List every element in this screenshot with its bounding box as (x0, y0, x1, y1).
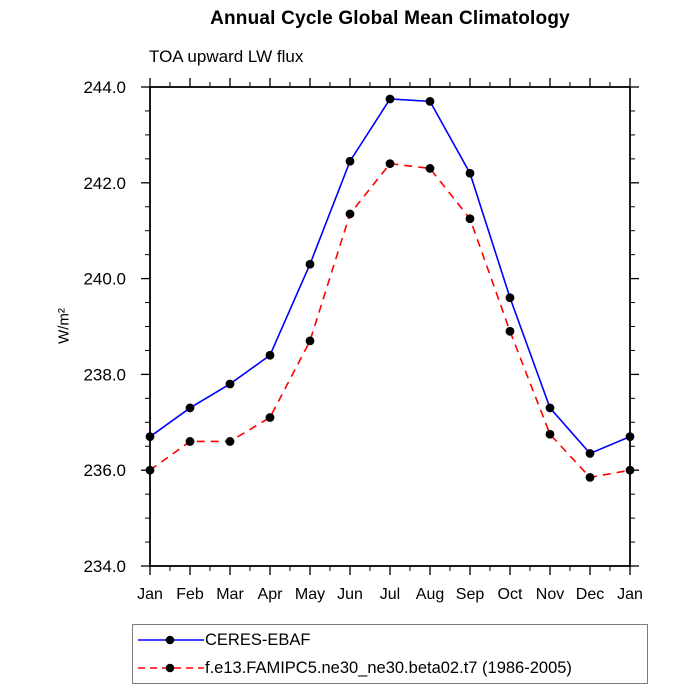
data-point-marker (465, 168, 475, 178)
x-tick-label: Mar (216, 586, 244, 603)
data-point-marker (385, 94, 395, 104)
x-axis: Jan Feb Mar Apr May Jun Jul Aug Sep Oct Nov Dec Jan (137, 78, 643, 603)
x-tick-label: Nov (536, 586, 564, 603)
data-point-marker (505, 293, 515, 303)
data-point-marker (185, 437, 195, 446)
y-tick-label: 242.0 (83, 174, 126, 193)
y-tick-label: 236.0 (83, 461, 126, 480)
data-point-marker (585, 449, 595, 458)
data-point-marker (465, 214, 475, 224)
x-tick-label: Aug (416, 586, 444, 603)
legend-line-sample-solid (138, 635, 204, 645)
legend-row-model: f.e13.FAMIPC5.ne30_ne30.beta02.t7 (1986-… (137, 655, 647, 681)
x-tick-label: May (295, 586, 325, 603)
legend-row-ceres-ebaf: CERES-EBAF (137, 627, 647, 653)
chart-subtitle: TOA upward LW flux (149, 47, 304, 66)
data-point-marker (225, 379, 235, 389)
data-point-marker (625, 432, 635, 442)
data-point-marker (265, 350, 275, 360)
x-tick-label: Oct (498, 586, 523, 603)
legend-marker-dot (165, 635, 175, 645)
data-point-marker (425, 96, 435, 106)
series-model (145, 159, 635, 482)
y-tick-label: 240.0 (83, 270, 126, 289)
x-tick-label: Jan (617, 586, 643, 603)
x-tick-label: Dec (576, 586, 604, 603)
data-point-marker (225, 437, 235, 446)
data-point-marker (545, 403, 555, 413)
data-point-marker (145, 465, 155, 475)
series-line (149, 98, 631, 455)
plot-frame (149, 86, 631, 567)
x-tick-label: Sep (456, 586, 485, 603)
x-tick-label: Jul (380, 586, 400, 603)
data-point-marker (385, 159, 395, 169)
series-ceres-ebaf (145, 94, 635, 458)
data-point-marker (145, 432, 155, 442)
legend-label-ceres-ebaf: CERES-EBAF (205, 630, 311, 649)
y-axis: 234.0 236.0 238.0 240.0 242.0 244.0 (83, 78, 639, 576)
data-point-marker (305, 259, 315, 269)
data-point-marker (345, 209, 355, 219)
data-point-marker (545, 429, 555, 439)
data-point-marker (305, 336, 315, 346)
series-line (149, 162, 631, 479)
data-point-marker (185, 403, 195, 413)
y-tick-label: 234.0 (83, 557, 126, 576)
legend-line-sample-dashed (138, 663, 204, 673)
y-tick-label: 244.0 (83, 78, 126, 97)
legend: CERES-EBAF f.e13.FAMIPC5.ne30_ne30.beta0… (132, 624, 648, 684)
data-point-marker (505, 326, 515, 336)
y-tick-label: 238.0 (83, 365, 126, 384)
legend-marker-dot (165, 663, 175, 673)
data-point-marker (265, 413, 275, 422)
x-tick-label: Jan (137, 586, 163, 603)
data-point-marker (345, 156, 355, 166)
chart-title: Annual Cycle Global Mean Climatology (210, 8, 570, 29)
x-tick-label: Apr (258, 586, 284, 603)
data-point-marker (625, 465, 635, 475)
data-point-marker (425, 164, 435, 173)
x-tick-label: Feb (176, 586, 204, 603)
x-tick-label: Jun (337, 586, 363, 603)
data-point-marker (585, 472, 595, 482)
legend-label-model: f.e13.FAMIPC5.ne30_ne30.beta02.t7 (1986-… (205, 658, 572, 677)
